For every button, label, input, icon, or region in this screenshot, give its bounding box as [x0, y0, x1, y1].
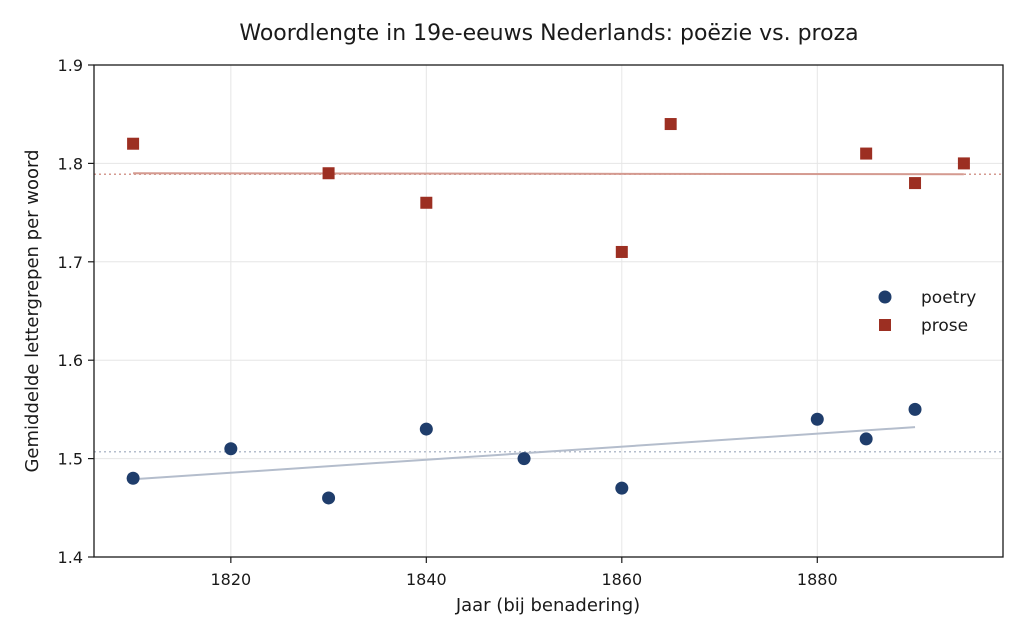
prose-point [860, 147, 873, 160]
x-tick-label: 1820 [210, 570, 251, 589]
x-axis-label: Jaar (bij benadering) [455, 595, 640, 616]
y-tick-label: 1.4 [58, 548, 83, 567]
legend: poetry prose [878, 288, 976, 336]
prose-point [127, 137, 140, 150]
data-points [126, 118, 970, 505]
y-tick-label: 1.9 [58, 56, 83, 75]
legend-prose-marker [879, 319, 891, 331]
poetry-point [322, 491, 336, 505]
prose-point [420, 196, 433, 209]
plot-frame [93, 64, 1004, 558]
poetry-point [517, 452, 531, 466]
legend-poetry-marker [878, 290, 892, 304]
prose-point [957, 157, 970, 170]
y-tick-label: 1.7 [58, 253, 83, 272]
prose-point [322, 167, 335, 180]
prose-point [615, 245, 628, 258]
trend-lines [133, 172, 964, 481]
prose-trend-line [133, 172, 964, 176]
chart-title: Woordlengte in 19e-eeuws Nederlands: poë… [239, 21, 858, 46]
y-tick-label: 1.5 [58, 450, 83, 469]
y-tick-label: 1.8 [58, 154, 83, 173]
poetry-point [126, 471, 140, 485]
x-tick-label: 1840 [406, 570, 447, 589]
poetry-point [810, 412, 824, 426]
legend-poetry-label: poetry [921, 288, 976, 308]
poetry-point [419, 422, 433, 436]
prose-point [664, 118, 677, 131]
poetry-point [859, 432, 873, 446]
axis-ticks: 1820 1840 1860 1880 1.4 1.5 1.6 1.7 1.8 1.9 [58, 56, 838, 589]
legend-prose-label: prose [921, 316, 968, 336]
grid [94, 64, 1003, 558]
x-tick-label: 1860 [601, 570, 642, 589]
poetry-point [908, 402, 922, 416]
y-tick-label: 1.6 [58, 351, 83, 370]
prose-point [909, 177, 922, 190]
x-tick-label: 1880 [797, 570, 838, 589]
poetry-point [224, 442, 238, 456]
y-axis-label: Gemiddelde lettergrepen per woord [22, 149, 43, 472]
poetry-point [615, 481, 629, 495]
